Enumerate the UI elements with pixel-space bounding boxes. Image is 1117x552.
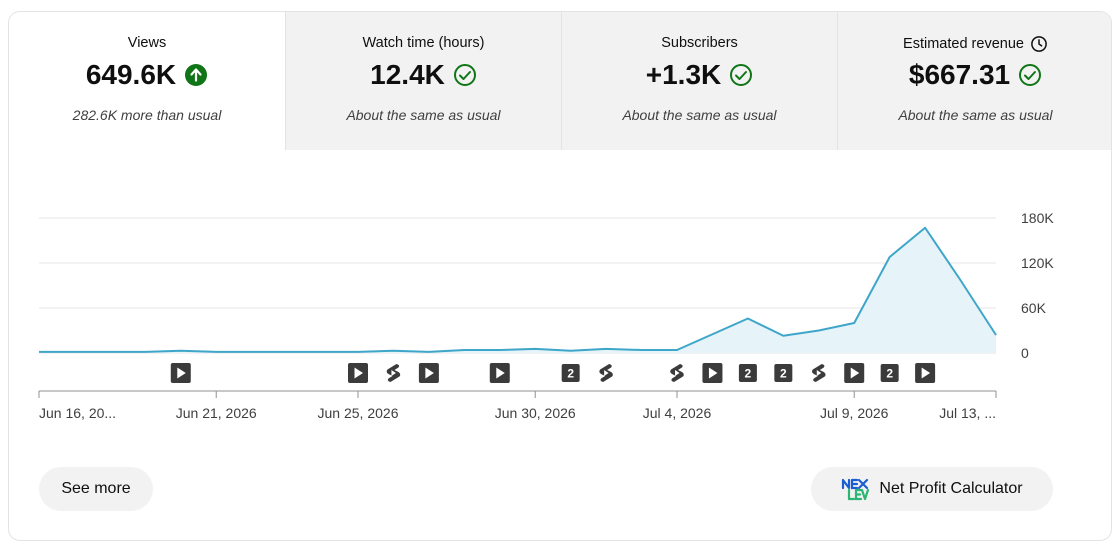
tab-subscribers[interactable]: Subscribers +1.3K About the same as usua…	[561, 12, 837, 150]
play-icon	[177, 367, 186, 379]
count-marker[interactable]: 2	[880, 364, 899, 382]
views-chart: 0 60K 120K 180K 2 2 2 2 Jun 16, 20... Jun 21, 202…	[38, 210, 1054, 421]
count-marker-label: 2	[886, 367, 893, 381]
analytics-card: Views 649.6K 282.6K more than usual Watc…	[8, 11, 1112, 541]
count-marker-bg	[738, 364, 757, 382]
tab-views-value: 649.6K	[85, 59, 177, 90]
count-marker-label: 2	[780, 367, 787, 381]
video-marker-icon[interactable]	[489, 363, 510, 383]
count-marker[interactable]: 2	[774, 364, 793, 382]
shorts-play-icon	[675, 370, 680, 376]
tab-revenue-sub: About the same as usual	[898, 107, 1053, 123]
short-marker-icon[interactable]	[811, 364, 826, 382]
shorts-play-icon	[816, 370, 822, 376]
play-icon	[425, 367, 434, 379]
net-profit-calculator-label: Net Profit Calculator	[879, 480, 1023, 497]
count-marker-label: 2	[567, 367, 574, 381]
video-marker-icon[interactable]	[844, 363, 865, 383]
play-icon	[850, 367, 860, 379]
tab-revenue[interactable]: Estimated revenue $667.31 About the same…	[837, 12, 1111, 150]
y-tick-label: 0	[1021, 345, 1029, 361]
see-more-button[interactable]: See more	[39, 467, 153, 511]
x-tick-label: Jun 21, 2026	[176, 405, 257, 421]
count-marker-bg	[774, 364, 793, 382]
x-tick-label: Jul 9, 2026	[820, 405, 889, 421]
tab-watch-time-value: 12.4K	[370, 59, 445, 90]
x-tick-label: Jul 4, 2026	[643, 405, 712, 421]
shorts-play-icon	[604, 370, 609, 376]
x-tick-label: Jun 16, 20...	[39, 405, 116, 421]
tab-subscribers-value: +1.3K	[645, 59, 722, 90]
tab-watch-time[interactable]: Watch time (hours) 12.4K About the same …	[285, 12, 561, 150]
y-tick-label: 60K	[1021, 300, 1047, 316]
tab-views[interactable]: Views 649.6K 282.6K more than usual	[9, 12, 285, 150]
check-circle-icon	[1019, 64, 1042, 86]
short-marker-icon[interactable]	[386, 364, 401, 382]
views-line	[39, 226, 997, 353]
count-marker[interactable]: 2	[561, 364, 580, 382]
x-tick-label: Jun 30, 2026	[495, 405, 576, 421]
clock-icon	[1031, 36, 1047, 52]
shorts-play-icon	[391, 370, 396, 376]
video-marker-icon[interactable]	[702, 363, 723, 383]
tab-views-sub: 282.6K more than usual	[72, 107, 222, 123]
tab-revenue-title: Estimated revenue	[903, 36, 1024, 52]
tab-views-title: Views	[127, 35, 167, 51]
x-tick-label: Jul 13, ...	[939, 405, 996, 421]
count-marker-bg	[561, 364, 580, 382]
tab-subscribers-sub: About the same as usual	[622, 107, 777, 123]
y-tick-label: 180K	[1021, 210, 1054, 226]
y-tick-label: 120K	[1021, 255, 1054, 271]
tab-subscribers-title: Subscribers	[661, 35, 738, 51]
video-marker-icon[interactable]	[348, 363, 368, 383]
net-profit-calculator-button[interactable]: Net Profit Calculator	[811, 467, 1053, 511]
check-circle-icon	[453, 64, 476, 86]
nexlev-logo-icon	[842, 478, 870, 501]
count-marker-label: 2	[745, 367, 752, 381]
x-tick-label: Jun 25, 2026	[318, 405, 399, 421]
tab-watch-time-title: Watch time (hours)	[362, 35, 485, 51]
play-icon	[354, 367, 363, 379]
short-marker-icon[interactable]	[599, 364, 613, 382]
metric-tabs: Views 649.6K 282.6K more than usual Watc…	[9, 12, 1111, 150]
play-icon	[708, 367, 718, 379]
count-marker[interactable]: 2	[738, 364, 757, 382]
play-icon	[921, 367, 931, 379]
play-icon	[496, 367, 505, 379]
tab-watch-time-sub: About the same as usual	[346, 107, 501, 123]
video-marker-icon[interactable]	[915, 363, 936, 383]
count-marker-bg	[880, 364, 899, 382]
video-marker-icon[interactable]	[170, 363, 191, 383]
check-circle-icon	[730, 64, 753, 86]
views-area	[39, 227, 996, 353]
arrow-up-circle-icon	[185, 64, 208, 86]
video-marker-icon[interactable]	[418, 363, 439, 383]
short-marker-icon[interactable]	[670, 364, 684, 382]
tab-revenue-value: $667.31	[908, 59, 1011, 90]
